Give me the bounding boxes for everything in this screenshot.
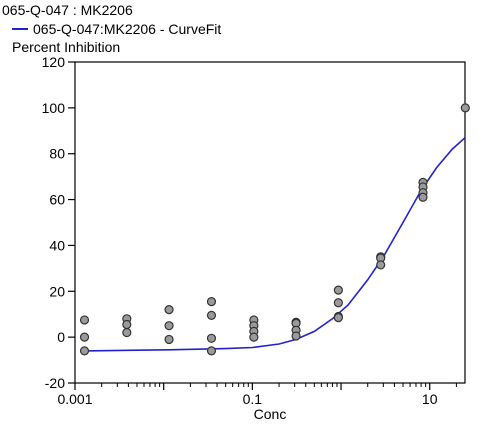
curve-layer — [84, 137, 466, 352]
y-axis-label: Percent Inhibition — [12, 39, 120, 55]
data-point — [122, 319, 132, 330]
data-point — [206, 310, 217, 320]
data-point — [333, 313, 343, 323]
data-point — [291, 331, 301, 341]
x-axis: 0.001 0.1 10 — [57, 383, 457, 407]
y-tick-label: -20 — [45, 375, 65, 391]
data-point — [376, 260, 386, 270]
x-axis-label: Conc — [254, 406, 287, 421]
data-point — [122, 327, 132, 338]
y-tick-label: 40 — [49, 237, 65, 253]
y-tick-label: 100 — [42, 100, 66, 116]
data-point — [206, 297, 217, 307]
data-point — [79, 315, 90, 325]
data-point — [418, 192, 428, 202]
x-tick-label: 10 — [422, 391, 438, 407]
curve-fit-line — [84, 137, 466, 352]
data-point — [249, 332, 259, 342]
chart-title: 065-Q-047 : MK2206 — [2, 2, 133, 18]
x-tick-label: 0.1 — [243, 391, 263, 407]
y-tick-label: 60 — [49, 192, 65, 208]
plot-frame — [74, 61, 466, 384]
data-point — [333, 285, 343, 295]
data-point — [164, 305, 174, 315]
points-layer — [79, 103, 470, 356]
y-tick-label: 120 — [42, 54, 66, 70]
y-tick-label: 80 — [49, 146, 65, 162]
data-point — [164, 334, 174, 345]
y-tick-label: 20 — [49, 283, 65, 299]
legend: 065-Q-047:MK2206 - CurveFit — [12, 21, 221, 37]
data-point — [79, 332, 90, 342]
data-point — [206, 346, 217, 356]
data-point — [460, 103, 470, 113]
x-tick-label: 0.001 — [57, 391, 92, 407]
data-point — [164, 321, 174, 331]
data-point — [79, 346, 90, 356]
y-axis: -20 0 20 40 60 80 100 120 — [42, 54, 75, 391]
y-tick-label: 0 — [57, 329, 65, 345]
data-point — [333, 298, 343, 308]
data-point — [206, 333, 217, 343]
legend-label: 065-Q-047:MK2206 - CurveFit — [33, 21, 221, 37]
